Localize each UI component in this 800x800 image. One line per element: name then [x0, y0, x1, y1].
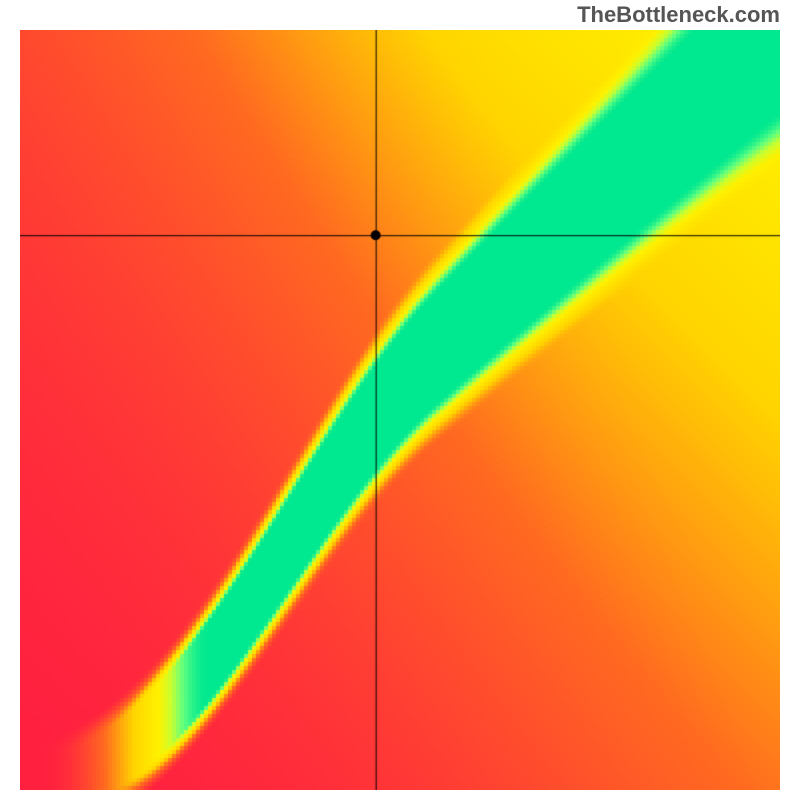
bottleneck-heatmap — [20, 30, 780, 790]
watermark-text: TheBottleneck.com — [577, 2, 780, 28]
figure-container: TheBottleneck.com — [0, 0, 800, 800]
